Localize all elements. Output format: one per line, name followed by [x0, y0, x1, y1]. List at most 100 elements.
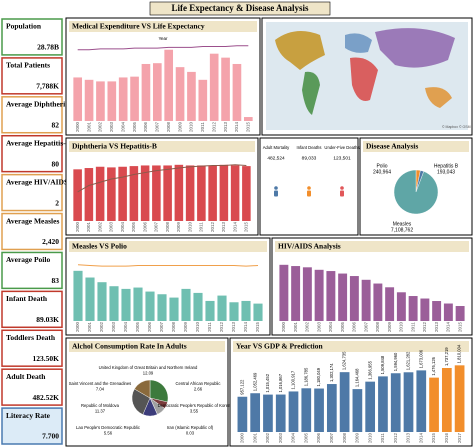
bar: [291, 266, 301, 321]
x-tick-label: 2012: [219, 321, 224, 332]
x-tick-label: 2005: [303, 432, 308, 443]
bar: [429, 377, 439, 432]
x-tick-label: 2015: [457, 321, 462, 332]
x-tick-label: 2013: [221, 221, 226, 232]
x-tick-label: 2006: [147, 321, 152, 332]
x-tick-label: 2008: [166, 121, 171, 132]
kpi-card: [1, 96, 63, 134]
x-tick-label: 2014: [243, 321, 248, 332]
kpi-card: [1, 290, 63, 329]
kpi-card: [1, 134, 63, 173]
data-label: 1,052,469: [252, 372, 257, 391]
x-tick-label: 2013: [231, 321, 236, 332]
data-label: 1,621,282: [406, 351, 411, 370]
bar: [339, 372, 350, 432]
panel-title: HIV/AIDS Analysis: [278, 242, 341, 251]
x-tick-label: 2004: [123, 321, 128, 332]
x-tick-label: 2009: [387, 321, 392, 332]
data-label: 1,366,955: [367, 360, 372, 379]
x-tick-label: 2004: [120, 221, 125, 232]
x-tick-label: 2017: [457, 432, 462, 443]
x-tick-label: 2014: [232, 221, 237, 232]
slice-label: United Kingdom of Great Britain and Nort…: [99, 365, 198, 370]
kpi-label: Average Diphtheria: [6, 100, 69, 109]
bar: [152, 63, 162, 121]
bar: [237, 396, 248, 432]
x-tick-label: 2008: [342, 432, 347, 443]
bar: [396, 292, 406, 321]
slice-value: 240,964: [373, 169, 391, 175]
x-tick-label: 2001: [86, 121, 91, 132]
bar: [152, 165, 161, 221]
x-tick-label: 2003: [111, 321, 116, 332]
data-label: 1,180,049: [316, 367, 321, 386]
person-icon: [340, 186, 344, 190]
bar: [185, 165, 195, 221]
bar: [164, 49, 174, 122]
slice-value: 7,108,762: [391, 227, 413, 233]
x-tick-label: 2009: [177, 121, 182, 132]
panel-border: [65, 137, 259, 236]
x-tick-label: 2010: [399, 321, 404, 332]
bar: [219, 164, 229, 221]
slice-label: Polio: [376, 163, 387, 169]
panel-header: [363, 141, 469, 152]
data-label: 1,624,735: [342, 351, 347, 370]
kpi-label: Total Patients: [6, 61, 50, 70]
x-tick-label: 2012: [210, 221, 215, 232]
kpi-card: [1, 173, 63, 212]
bar: [96, 81, 105, 121]
x-tick-label: 2006: [142, 221, 147, 232]
panel-border: [65, 237, 271, 336]
bar: [209, 53, 219, 122]
kpi-label: Literacy Rate: [6, 411, 51, 420]
bar: [241, 300, 251, 321]
x-tick-label: 2001: [86, 221, 91, 232]
slice-label: Iran (Islamic Republic of): [167, 425, 214, 430]
bar: [314, 388, 324, 432]
slice-value: 0.03: [186, 430, 195, 435]
bar: [253, 303, 263, 321]
x-tick-label: 2015: [431, 432, 436, 443]
bar: [349, 276, 359, 321]
bar: [221, 57, 230, 121]
kpi-label: Toddlers Death: [6, 333, 56, 342]
x-tick-label: 2002: [99, 321, 104, 332]
bar: [133, 287, 143, 321]
bar: [181, 288, 191, 321]
panel-header: [69, 21, 257, 32]
x-tick-label: 2003: [109, 121, 114, 132]
x-tick-label: 2007: [154, 221, 159, 232]
x-tick-label: 2011: [200, 122, 205, 132]
kpi-value: 123.50K: [33, 354, 60, 363]
title-bar: [149, 1, 331, 16]
map-attribution: © Mapbox © OSM: [442, 125, 471, 129]
data-label: 1,302,174: [329, 363, 334, 382]
data-label: 1,186,785: [303, 367, 308, 386]
slice-label: Hepatitis B: [434, 163, 459, 169]
x-tick-label: 2010: [189, 121, 194, 132]
bar: [250, 393, 261, 432]
data-label: 1,100,917: [291, 370, 296, 389]
bar: [217, 295, 227, 321]
x-tick-label: 2000: [281, 321, 286, 332]
bar: [145, 291, 155, 321]
x-tick-label: 2010: [195, 321, 200, 332]
kpi-card: [1, 329, 63, 367]
kpi-card: [1, 407, 63, 445]
bar: [129, 166, 139, 221]
pie-slice: [393, 169, 439, 215]
x-tick-label: 2004: [328, 321, 333, 332]
slice-label: Lao People's Democratic Republic: [76, 425, 140, 430]
slice-value: 7.04: [96, 386, 105, 391]
bar: [73, 169, 82, 221]
panel-title: Medical Expenditure VS Life Expectancy: [72, 22, 205, 31]
data-label: 1,509,848: [380, 355, 385, 374]
x-tick-label: 2006: [143, 121, 148, 132]
x-tick-label: 2000: [75, 221, 80, 232]
annotation: Year: [158, 36, 168, 41]
bar: [169, 297, 179, 321]
panel-title: Measles VS Polio: [72, 242, 127, 251]
x-tick-label: 2009: [176, 221, 181, 232]
